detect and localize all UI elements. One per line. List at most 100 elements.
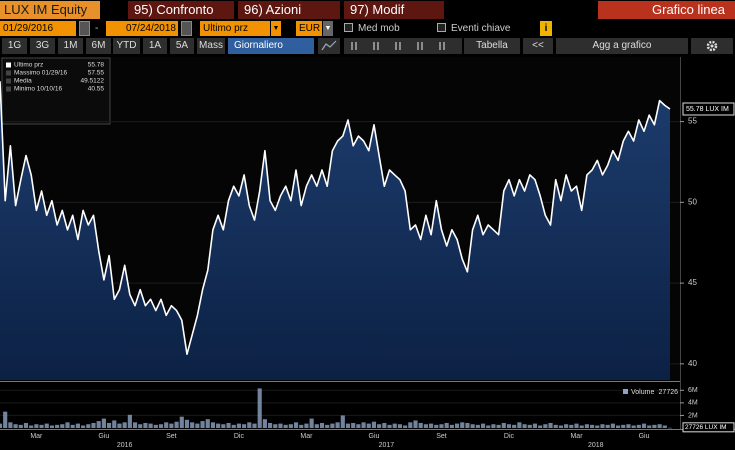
volume-bar bbox=[491, 424, 496, 428]
volume-bar bbox=[595, 425, 600, 428]
last-price-box bbox=[682, 102, 735, 116]
moving-average-toggle[interactable]: Med mob bbox=[344, 21, 434, 36]
volume-bar bbox=[444, 422, 449, 428]
volume-bar bbox=[247, 422, 252, 428]
info-icon[interactable]: i bbox=[540, 21, 552, 36]
volume-bar bbox=[413, 420, 418, 428]
label: Med mob bbox=[358, 23, 400, 34]
last-volume-label: 27726 LUX IM bbox=[685, 424, 727, 431]
volume-bar bbox=[652, 424, 657, 428]
volume-bar bbox=[605, 424, 610, 428]
settings-button[interactable] bbox=[691, 38, 733, 54]
volume-bar bbox=[454, 423, 460, 428]
volume-bar bbox=[44, 423, 49, 428]
volume-bar bbox=[195, 423, 200, 428]
menu-button[interactable]: 96) Azioni bbox=[238, 1, 340, 19]
start-date[interactable]: 01/29/2016 bbox=[0, 21, 76, 36]
volume-bar bbox=[434, 424, 439, 428]
volume-bar bbox=[106, 422, 112, 428]
volume-bar bbox=[96, 421, 101, 428]
volume-bar bbox=[330, 423, 335, 428]
chart-style-icon[interactable] bbox=[318, 38, 340, 54]
end-date[interactable]: 07/24/2018 bbox=[106, 21, 178, 36]
volume-bar bbox=[574, 423, 579, 428]
frequency-select[interactable]: Giornaliero bbox=[228, 38, 314, 54]
legend-label: Minimo 10/10/16 bbox=[14, 86, 62, 93]
period-button[interactable]: YTD bbox=[113, 38, 140, 54]
year-label: 2018 bbox=[588, 442, 604, 449]
volume-bar bbox=[377, 424, 382, 428]
legend-value: 40.55 bbox=[88, 86, 105, 93]
volume-bar bbox=[138, 424, 143, 428]
volume-bar bbox=[34, 424, 39, 428]
currency-select[interactable]: EUR bbox=[296, 21, 322, 36]
volume-bar bbox=[465, 422, 470, 428]
menu-button[interactable]: 97) Modif bbox=[344, 1, 444, 19]
x-tick-label: Set bbox=[436, 433, 447, 440]
checkbox[interactable] bbox=[437, 23, 446, 32]
checkbox[interactable] bbox=[344, 23, 353, 32]
volume-bar bbox=[158, 424, 164, 428]
volume-bar bbox=[190, 422, 195, 428]
area-fill bbox=[0, 81, 670, 380]
collapse-button[interactable]: << bbox=[523, 38, 553, 54]
volume-bar bbox=[470, 424, 475, 428]
legend-value: 57.55 bbox=[88, 70, 105, 77]
volume-bar bbox=[662, 425, 667, 428]
last-volume-box bbox=[682, 422, 735, 433]
volume-bar bbox=[361, 422, 366, 428]
volume-bar bbox=[216, 423, 221, 428]
legend-swatch bbox=[6, 86, 11, 92]
volume-bar bbox=[418, 422, 423, 428]
dropdown-arrow[interactable]: ▼ bbox=[271, 21, 281, 36]
period-button[interactable]: 3G bbox=[30, 38, 55, 54]
legend-swatch bbox=[6, 70, 11, 76]
volume-bar bbox=[548, 422, 553, 428]
menu-button[interactable]: 95) Confronto bbox=[128, 1, 234, 19]
x-tick-label: Mar bbox=[300, 433, 313, 440]
x-tick-label: Giu bbox=[639, 433, 650, 440]
period-button[interactable]: 1M bbox=[58, 38, 83, 54]
x-tick-label: Mar bbox=[570, 433, 583, 440]
volume-bar bbox=[553, 424, 558, 428]
volume-bar bbox=[252, 423, 257, 428]
legend-swatch bbox=[623, 389, 628, 394]
ticker[interactable]: LUX IM Equity bbox=[0, 1, 100, 19]
add-to-chart-button[interactable]: Agg a grafico bbox=[556, 38, 688, 54]
volume-bar bbox=[117, 423, 122, 428]
period-button[interactable]: 6M bbox=[86, 38, 111, 54]
volume-bar bbox=[543, 424, 548, 428]
period-button[interactable]: 1G bbox=[2, 38, 27, 54]
dropdown-arrow[interactable]: ▼ bbox=[323, 21, 333, 36]
volume-bar bbox=[283, 424, 288, 428]
x-tick-label: Set bbox=[166, 433, 177, 440]
volume-bar bbox=[132, 422, 138, 428]
legend-box bbox=[1, 57, 111, 125]
legend-value: 55.78 bbox=[88, 62, 105, 69]
y-tick-label: 50 bbox=[688, 197, 697, 206]
volume-bar bbox=[356, 424, 361, 428]
events-toggle[interactable]: Eventi chiave bbox=[437, 21, 537, 36]
volume-bar bbox=[0, 423, 3, 428]
volume-bar bbox=[200, 421, 205, 428]
volume-bar bbox=[8, 422, 13, 428]
volume-bar bbox=[351, 422, 356, 428]
view-title[interactable]: Grafico linea bbox=[598, 1, 735, 19]
volume-legend-name: Volume bbox=[631, 389, 654, 396]
volume-bar bbox=[590, 424, 595, 428]
field-select[interactable]: Ultimo prz bbox=[200, 21, 270, 36]
volume-bar bbox=[148, 423, 153, 428]
volume-bar bbox=[340, 415, 345, 428]
legend-value: 49.5122 bbox=[81, 78, 105, 85]
period-button[interactable]: 5A bbox=[170, 38, 194, 54]
tool-icons[interactable] bbox=[344, 38, 462, 54]
volume-bar bbox=[449, 424, 454, 428]
table-button[interactable]: Tabella bbox=[464, 38, 520, 54]
period-button[interactable]: 1A bbox=[143, 38, 167, 54]
calendar-icon[interactable] bbox=[181, 21, 192, 36]
calendar-icon[interactable] bbox=[79, 21, 90, 36]
year-label: 2017 bbox=[379, 442, 395, 449]
last-price-label: 55.78 LUX IM bbox=[686, 106, 729, 113]
period-button[interactable]: Mass bbox=[197, 38, 225, 54]
